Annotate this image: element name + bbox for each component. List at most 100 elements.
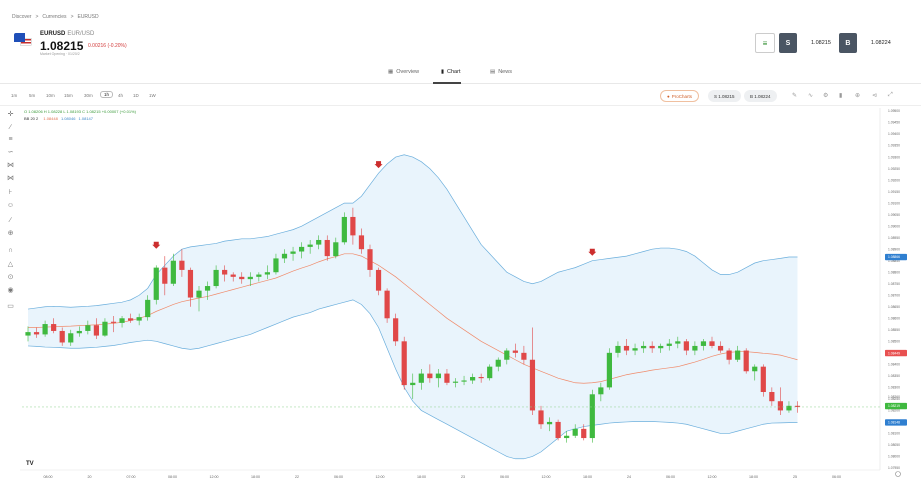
event-arrow-icon <box>374 161 383 169</box>
candle-body <box>273 258 279 273</box>
timeframe-4h[interactable]: 4h <box>118 93 124 98</box>
candle-body <box>452 381 459 383</box>
timeframe-15m[interactable]: 15m <box>64 93 73 98</box>
price-change: 0.00216 (-0.20%) <box>88 43 127 49</box>
breadcrumb-separator: > <box>70 14 74 20</box>
candle-body <box>692 345 698 351</box>
candle-body <box>675 341 681 344</box>
price-axis-label: 1.08200 <box>888 409 900 413</box>
candle-body <box>290 251 296 254</box>
indicators-icon[interactable]: ∿ <box>808 93 814 99</box>
time-axis: 08:00 20 07:00 08:00 12:00 18:00 22 06:00 12:00 1… <box>44 475 842 479</box>
breadcrumb-currencies[interactable]: Currencies <box>42 14 67 20</box>
candle-body <box>641 345 647 349</box>
candle-body <box>495 359 501 367</box>
candle-body <box>230 274 236 277</box>
magnet-icon[interactable]: ∩ <box>7 247 14 254</box>
horizontal-lines-icon[interactable]: ≡ <box>8 136 13 143</box>
trendline-icon[interactable]: ∕ <box>9 124 12 131</box>
time-axis-label: 18:00 <box>417 475 426 479</box>
currency-flag-icon <box>14 33 32 46</box>
timeframe-10m[interactable]: 10m <box>46 93 55 98</box>
buy-price[interactable]: 1.08224 <box>870 40 891 46</box>
tab-overview[interactable]: ▦ Overview <box>388 69 419 75</box>
price-tag <box>885 419 907 426</box>
timeframe-1d[interactable]: 1D <box>133 93 139 98</box>
price-tag-label: 1.08219 <box>888 404 900 408</box>
lock-icon[interactable]: ⊙ <box>7 274 14 281</box>
lock-drawing-icon[interactable]: △ <box>7 261 14 268</box>
band-middle-line <box>28 253 798 384</box>
share-icon[interactable]: ⊲ <box>872 93 878 99</box>
candle-body <box>538 410 544 425</box>
sell-price[interactable]: 1.08215 <box>811 40 831 46</box>
candle-body <box>393 318 399 342</box>
price-axis-label: 1.09350 <box>888 144 900 148</box>
brush-icon[interactable]: ∽ <box>7 149 14 156</box>
breadcrumb-discover[interactable]: Discover <box>12 14 32 20</box>
chart-settings-icon[interactable] <box>895 471 901 477</box>
time-axis-label: 12:00 <box>376 475 385 479</box>
ruler-icon[interactable]: ∕ <box>9 217 12 224</box>
tradingview-logo: TV <box>26 461 34 467</box>
price-axis-label: 1.08100 <box>888 432 900 436</box>
trash-icon[interactable]: ▭ <box>7 303 14 310</box>
forecast-icon[interactable]: ⊦ <box>8 189 13 196</box>
candle-body <box>358 235 365 250</box>
buy-pill[interactable]: B 1.08224 <box>744 90 777 102</box>
candle-body <box>128 318 134 321</box>
tab-chart[interactable]: ▮ Chart <box>441 69 460 75</box>
smile-icon[interactable]: ☺ <box>6 202 15 209</box>
timeframe-5m[interactable]: 5m <box>29 93 36 98</box>
watchlist-button[interactable]: ≡ <box>755 33 775 53</box>
timeframe-1m[interactable]: 1m <box>11 93 18 98</box>
candle-body <box>179 260 185 270</box>
zoom-icon[interactable]: ⊕ <box>7 230 14 237</box>
candle-body <box>324 239 330 257</box>
candle-body <box>777 401 783 411</box>
nodes-icon[interactable]: ⋈ <box>7 162 14 169</box>
pattern-icon[interactable]: ⋈ <box>7 175 14 182</box>
add-icon[interactable]: ⊕ <box>855 93 861 99</box>
candle-body <box>42 324 48 335</box>
candle-body <box>786 405 792 411</box>
eye-icon[interactable]: ◉ <box>7 287 14 294</box>
timeframe-1h[interactable]: 1h <box>100 91 114 98</box>
buy-button[interactable]: B <box>838 33 857 53</box>
settings-icon[interactable]: ⚙ <box>823 93 829 99</box>
candle-body <box>119 318 125 323</box>
timeframe-30m[interactable]: 30m <box>84 93 93 98</box>
candle-body <box>350 216 356 236</box>
fullscreen-icon[interactable]: ⤢ <box>888 92 893 98</box>
band-lower-line <box>27 299 798 460</box>
crosshair-icon[interactable]: ✛ <box>7 111 14 118</box>
bb-label: BB 20 2 <box>24 116 39 121</box>
candle-body <box>102 321 108 336</box>
price-axis-label: 1.09000 <box>888 224 900 228</box>
timeframe-1w[interactable]: 1W <box>149 93 156 98</box>
candle-body <box>384 290 390 319</box>
candle-body <box>187 269 194 298</box>
bar-chart-icon[interactable]: ▮ <box>839 93 843 99</box>
draw-icon[interactable]: ✎ <box>792 93 798 99</box>
prochart-button[interactable]: ● ProCharts <box>660 90 699 102</box>
tab-news[interactable]: ▤ News <box>490 69 512 75</box>
candle-body <box>623 345 630 351</box>
price-axis-label: 1.08050 <box>888 443 900 447</box>
candle-body <box>341 216 347 243</box>
sell-button[interactable]: S <box>779 33 797 53</box>
sell-pill[interactable]: S 1.08215 <box>708 90 741 102</box>
candle-body <box>213 269 219 287</box>
list-icon: ≡ <box>762 38 768 48</box>
candle-body <box>606 352 612 388</box>
candle-body <box>196 290 202 298</box>
price-axis-label: 1.08300 <box>888 386 900 390</box>
price-axis-label: 1.09050 <box>888 213 900 217</box>
time-axis-label: 12:00 <box>542 475 551 479</box>
prochart-icon: ● <box>667 93 670 99</box>
symbol-subtitle: EUR/USD <box>67 31 95 37</box>
price-axis-label: 1.08950 <box>888 236 900 240</box>
candle-body <box>487 366 493 379</box>
tab-overview-label: Overview <box>396 69 420 75</box>
